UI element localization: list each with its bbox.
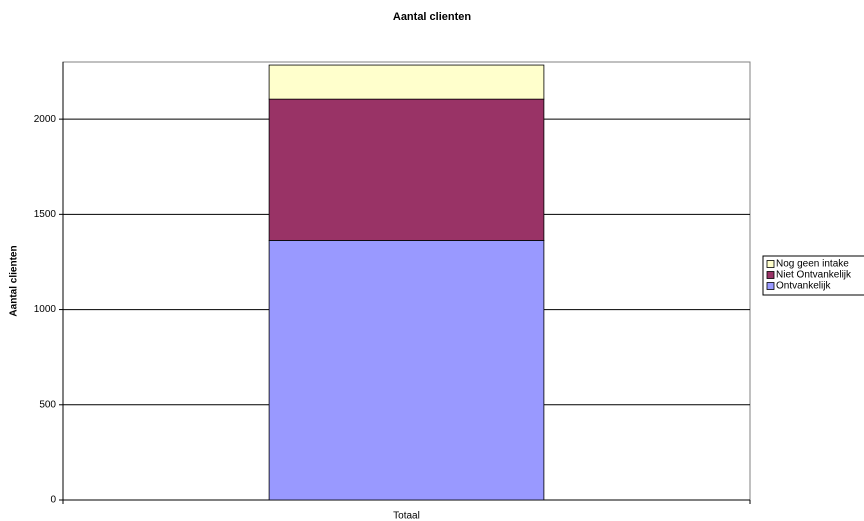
legend-swatch <box>766 282 775 290</box>
y-tick-label: 0 <box>50 495 56 506</box>
bar-segment <box>268 98 545 241</box>
y-tick-label: 2000 <box>34 114 57 125</box>
legend-label: Nog geen intake <box>776 259 849 270</box>
y-tick-label: 500 <box>39 399 56 410</box>
x-tick-label: Totaal <box>393 511 420 521</box>
y-tick-label: 1000 <box>34 304 57 315</box>
legend-label: Niet Ontvankelijk <box>776 270 852 281</box>
legend-swatch <box>766 271 775 279</box>
legend-swatch <box>766 260 775 268</box>
legend-label: Ontvankelijk <box>776 281 831 292</box>
chart-title: Aantal clienten <box>393 11 472 23</box>
bar-segment <box>268 240 545 501</box>
y-tick-label: 1500 <box>34 209 57 220</box>
bar-segment <box>268 64 545 100</box>
y-axis-label: Aantal clienten <box>9 245 20 316</box>
legend-box <box>762 255 864 296</box>
